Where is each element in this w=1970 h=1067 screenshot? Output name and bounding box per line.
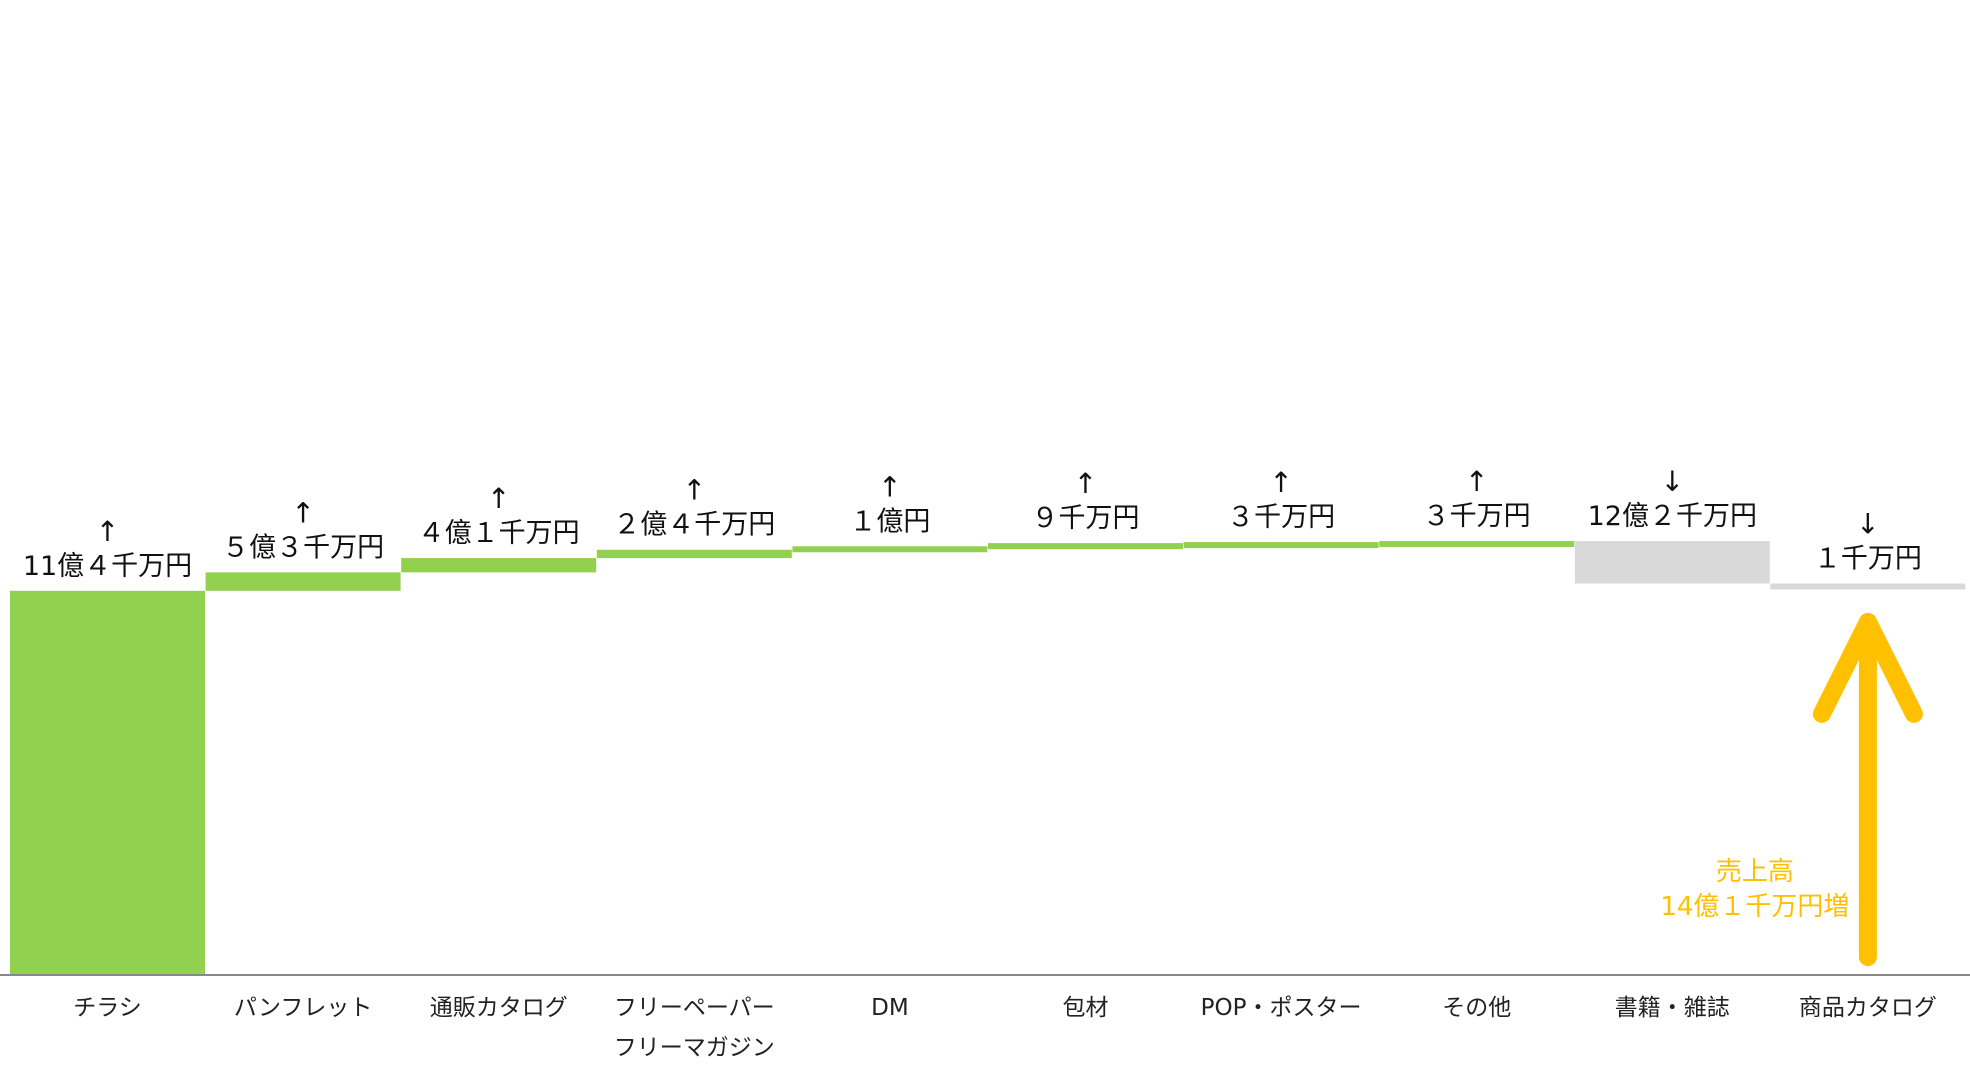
data-label: ３千万円 [1423, 501, 1531, 532]
total-arrow-group: 売上高 14億１千万円増 [1660, 612, 1923, 966]
up-arrow-icon: ↑ [1269, 466, 1292, 499]
category-tick-label: 包材 [1063, 995, 1109, 1021]
category-tick-label: フリーマガジン [614, 1035, 775, 1061]
data-label: ３千万円 [1227, 502, 1335, 533]
data-label: ４億１千万円 [418, 518, 580, 549]
category-tick-label: その他 [1442, 995, 1511, 1021]
up-arrow-icon: ↑ [1074, 467, 1097, 500]
up-arrow-icon: ↑ [291, 496, 314, 529]
up-arrow-icon: ↑ [1465, 465, 1488, 498]
total-change-note: 14億１千万円増 [1660, 892, 1849, 922]
category-tick-label: 書籍・雑誌 [1615, 995, 1730, 1021]
bars-group [10, 541, 1966, 975]
data-label: ２億４千万円 [613, 510, 775, 541]
category-tick-label: チラシ [73, 995, 142, 1021]
waterfall-bar [401, 558, 597, 573]
data-label: 12億２千万円 [1588, 501, 1757, 532]
waterfall-bar [1379, 541, 1575, 548]
value-labels-group: ↑11億４千万円↑５億３千万円↑４億１千万円↑２億４千万円↑１億円↑９千万円↑３… [23, 465, 1922, 582]
category-tick-label: POP・ポスター [1201, 995, 1362, 1021]
waterfall-bar [10, 590, 205, 975]
up-arrow-icon: ↑ [878, 470, 901, 503]
data-label: １千万円 [1814, 544, 1922, 575]
waterfall-bar [792, 546, 988, 553]
data-label: １億円 [849, 506, 930, 537]
arrow-up-icon [1812, 612, 1923, 723]
down-arrow-icon: ↓ [1661, 465, 1684, 498]
data-label: 11億４千万円 [23, 551, 192, 582]
waterfall-bar [596, 549, 792, 559]
waterfall-bar [1183, 542, 1379, 549]
down-arrow-icon: ↓ [1856, 508, 1879, 541]
data-label: ５億３千万円 [222, 532, 384, 563]
data-label: ９千万円 [1032, 503, 1140, 534]
waterfall-bar [1770, 583, 1966, 590]
total-change-note: 売上高 [1716, 857, 1794, 887]
up-arrow-icon: ↑ [96, 515, 119, 548]
category-tick-label: 通販カタログ [430, 995, 568, 1021]
up-arrow-icon: ↑ [683, 474, 706, 507]
up-arrow-icon: ↑ [487, 482, 510, 515]
waterfall-bar [205, 572, 401, 591]
waterfall-bar [988, 543, 1183, 550]
category-tick-label: フリーペーパー [614, 995, 775, 1021]
category-tick-label: DM [871, 995, 909, 1021]
category-tick-label: 商品カタログ [1799, 995, 1937, 1021]
waterfall-bar [1574, 541, 1770, 584]
category-tick-label: パンフレット [234, 995, 372, 1021]
